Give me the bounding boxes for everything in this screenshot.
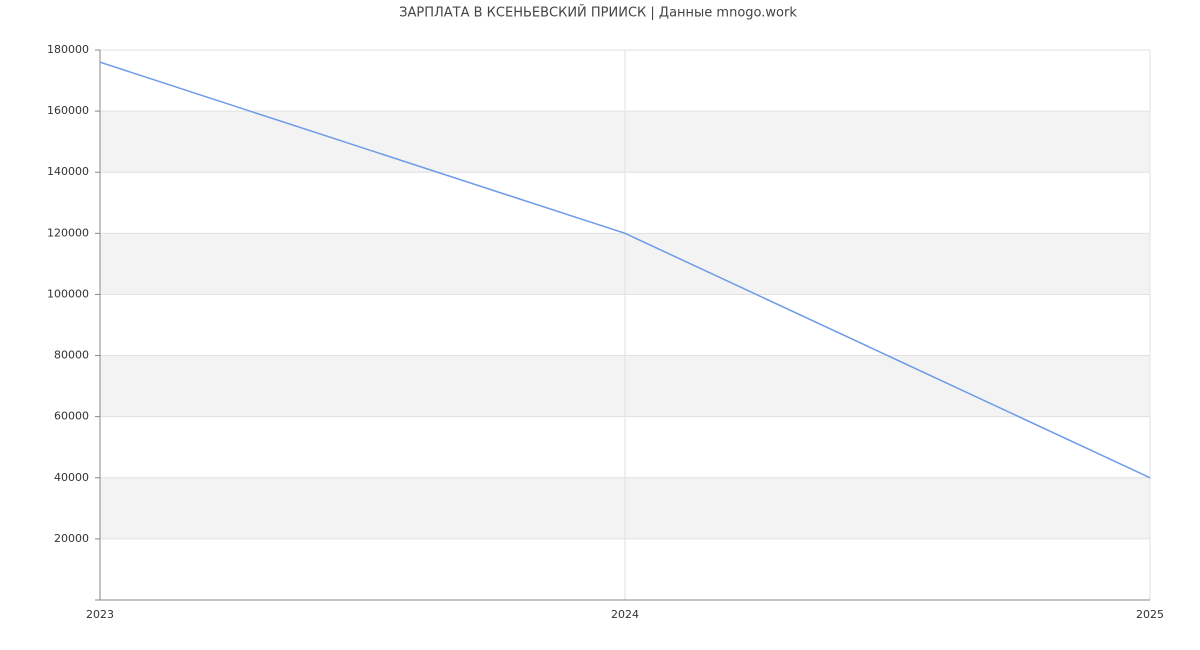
y-tick-label: 40000 [54,471,89,484]
x-tick-label: 2024 [611,608,639,621]
x-tick-label: 2025 [1136,608,1164,621]
y-tick-label: 20000 [54,532,89,545]
y-tick-label: 160000 [47,104,89,117]
y-tick-label: 60000 [54,410,89,423]
chart-title: ЗАРПЛАТА В КСЕНЬЕВСКИЙ ПРИИСК | Данные m… [399,5,797,21]
data-line [99,61,1151,479]
x-tick-label: 2023 [86,608,114,621]
y-tick-label: 100000 [47,287,89,300]
y-tick-label: 180000 [47,43,89,56]
y-tick-label: 80000 [54,349,89,362]
y-tick-label: 120000 [47,226,89,239]
y-tick-label: 140000 [47,165,89,178]
